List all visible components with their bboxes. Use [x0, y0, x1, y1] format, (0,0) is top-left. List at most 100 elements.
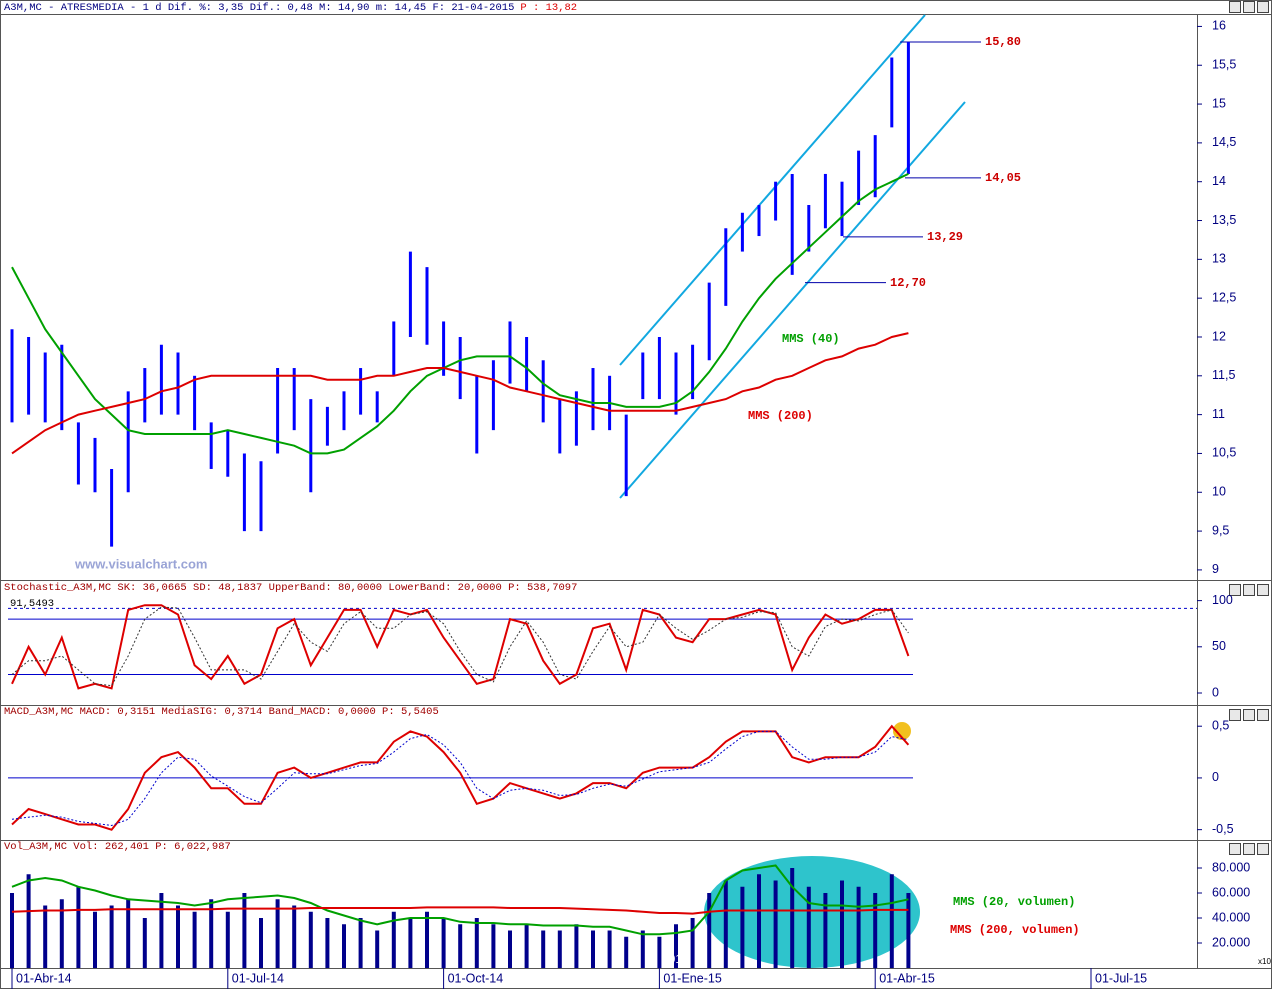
y-tick-label: 9: [1212, 562, 1219, 576]
volume-bar: [806, 886, 811, 968]
volume-bar: [375, 930, 380, 968]
series-line: [11, 604, 910, 690]
highlight-circle: [893, 722, 911, 740]
volume-bar: [142, 918, 147, 968]
volume-bar: [176, 905, 180, 968]
volume-bar: [723, 880, 728, 968]
volume-bar: [225, 911, 230, 968]
volume-bar: [790, 868, 795, 968]
y-tick-label: 11: [1212, 407, 1225, 421]
volume-bar: [358, 918, 363, 968]
volume-bar: [59, 899, 64, 968]
maximize-button[interactable]: [1243, 1, 1255, 13]
panel-header: Stochastic_A3M,MC SK: 36,0665 SD: 48,183…: [4, 582, 577, 594]
volume-bar: [391, 911, 396, 968]
maximize-button[interactable]: [1243, 584, 1255, 596]
panel-header: Vol_A3M,MC Vol: 262,401 P: 6,022,987: [4, 841, 231, 853]
y-tick-label: 10: [1212, 485, 1226, 499]
volume-bar: [757, 874, 761, 968]
volume-bar: [657, 936, 662, 968]
y-tick-label: 13: [1212, 252, 1226, 266]
series-label: MMS (20, volumen): [953, 895, 1075, 909]
volume-bar: [491, 924, 496, 968]
minimize-button[interactable]: [1229, 843, 1241, 855]
volume-bar: [591, 930, 595, 968]
volume-bar: [624, 936, 629, 968]
plot-layer: A3M,MC - ATRESMEDIA - 1 d Dif. %: 3,35 D…: [4, 2, 1271, 989]
close-button[interactable]: [1257, 843, 1269, 855]
volume-bar: [906, 893, 911, 968]
highlight-ellipse: [704, 856, 920, 968]
volume-bar: [275, 899, 280, 968]
volume-bar: [474, 918, 479, 968]
channel-upper: [619, 14, 926, 366]
volume-bar: [690, 918, 695, 968]
y-tick-label: -0,5: [1212, 822, 1234, 836]
close-button[interactable]: [1257, 1, 1269, 13]
series-line: [11, 332, 909, 455]
y-tick-label: 12,5: [1212, 290, 1236, 304]
y-tick-label: 12: [1212, 329, 1226, 343]
y-tick-label: 20.000: [1212, 935, 1250, 949]
volume-bar: [889, 874, 894, 968]
series-label: MMS (200, volumen): [950, 923, 1080, 937]
scale-note: x10: [1258, 957, 1271, 966]
volume-bar: [126, 899, 131, 968]
close-button[interactable]: [1257, 584, 1269, 596]
series-line: [11, 172, 909, 455]
volume-bar: [159, 893, 164, 968]
maximize-button[interactable]: [1243, 709, 1255, 721]
volume-bar: [425, 911, 429, 968]
volume-bar: [325, 918, 330, 968]
volume-bar: [840, 880, 844, 968]
volume-bar: [76, 886, 81, 968]
x-tick-label: 01-Abr-14: [16, 971, 72, 985]
watermark: www.visualchart.com: [74, 556, 207, 571]
maximize-button[interactable]: [1243, 843, 1255, 855]
y-tick-label: 10,5: [1212, 446, 1236, 460]
x-tick-label: 01-Oct-14: [448, 971, 504, 985]
y-tick-label: 0,5: [1212, 719, 1229, 733]
y-tick-label: 100: [1212, 593, 1233, 607]
volume-bar: [607, 930, 612, 968]
volume-bar: [93, 911, 97, 968]
x-tick-label: 01-Ene-15: [663, 971, 721, 985]
y-tick-label: 15,5: [1212, 58, 1236, 72]
volume-bar: [740, 886, 745, 968]
panel-header: MACD_A3M,MC MACD: 0,3151 MediaSIG: 0,371…: [4, 706, 439, 718]
volume-bar: [292, 905, 297, 968]
volume-bar: [508, 930, 512, 968]
close-button[interactable]: [1257, 709, 1269, 721]
volume-bar: [541, 930, 546, 968]
y-tick-label: 16: [1212, 19, 1226, 33]
series-line: [11, 906, 909, 915]
volume-bar: [856, 886, 861, 968]
minimize-button[interactable]: [1229, 1, 1241, 13]
level-label: 15,80: [985, 35, 1021, 49]
y-tick-label: 9,5: [1212, 523, 1229, 537]
minimize-button[interactable]: [1229, 584, 1241, 596]
y-tick-label: 50: [1212, 639, 1226, 653]
volume-bar: [408, 918, 413, 968]
volume-bar: [674, 924, 678, 968]
volume-bar: [441, 918, 446, 968]
x-tick-label: 01-Abr-15: [879, 971, 935, 985]
level-label: 91,5493: [10, 598, 54, 610]
volume-bar: [640, 930, 645, 968]
panel-header-price: P : 13,82: [520, 2, 577, 14]
window-buttons: [1229, 1, 1269, 855]
series-label: MMS (40): [782, 332, 840, 346]
level-label: 14,05: [985, 171, 1021, 185]
level-label: 13,29: [927, 230, 963, 244]
series-line: [11, 606, 909, 687]
minimize-button[interactable]: [1229, 709, 1241, 721]
y-tick-label: 40.000: [1212, 910, 1250, 924]
volume-bar: [26, 874, 31, 968]
y-tick-label: 14: [1212, 174, 1226, 188]
volume-bar: [43, 905, 48, 968]
y-tick-label: 14,5: [1212, 135, 1236, 149]
volume-bar: [242, 893, 247, 968]
volume-bar: [823, 893, 828, 968]
